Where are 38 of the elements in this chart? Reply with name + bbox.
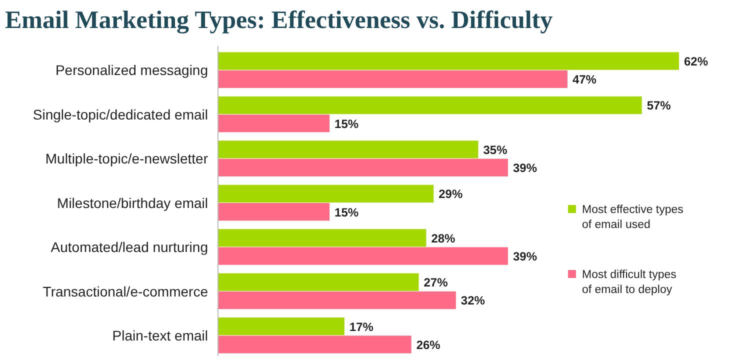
data-label: 15% [334,116,359,131]
data-label: 62% [684,54,708,68]
bar [218,140,478,158]
y-tick-label: Automated/lead nurturing [50,239,208,256]
data-label: 15% [334,205,359,220]
bar [218,273,419,291]
bar [218,318,344,336]
legend-label: Most effective types of email used [582,204,684,231]
data-label: 47% [572,72,597,87]
data-label: 39% [512,161,538,176]
data-label: 27% [424,276,448,290]
data-label: 28% [431,231,456,246]
data-label: 35% [483,142,508,157]
bar [218,203,330,221]
legend-label: Most difficult types of email to deploy [582,269,677,296]
bar [218,158,508,176]
data-label: 17% [349,320,374,334]
bar [218,336,412,354]
bar [218,184,434,202]
bar [218,247,508,265]
data-label: 29% [438,187,463,202]
y-tick-label: Multiple-topic/e-newsletter [45,150,208,167]
y-tick-label: Personalized messaging [55,62,208,78]
y-tick-label: Single-topic/dedicated email [32,106,208,122]
data-label: 39% [512,249,538,264]
y-tick-label: Milestone/birthday email [57,194,208,211]
bar [218,291,456,310]
y-tick-label: Transactional/e-commerce [42,283,208,300]
bar [218,52,679,70]
data-label: 57% [646,98,672,113]
y-tick-label: Plain-text email [112,328,208,344]
bar [218,70,568,88]
chart-title: Email Marketing Types: Effectiveness vs. Difficulty [5,7,554,34]
bar [218,114,330,132]
bar [218,96,642,114]
data-label: 32% [460,294,486,308]
data-label: 26% [416,338,441,352]
bar [218,229,426,247]
